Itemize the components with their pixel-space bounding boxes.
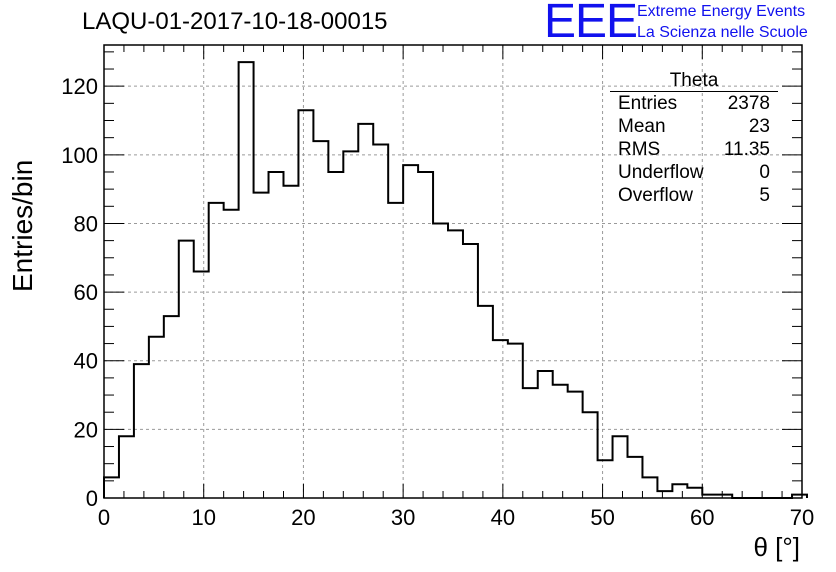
- y-tick-label: 120: [61, 74, 98, 99]
- y-tick-label: 100: [61, 143, 98, 168]
- chart-title: LAQU-01-2017-10-18-00015: [82, 8, 388, 35]
- axis-ticks: [103, 45, 803, 499]
- stats-value: 23: [748, 116, 770, 137]
- grid-lines: [104, 45, 802, 498]
- y-axis-label-wrap: Entries/bin: [4, 112, 44, 292]
- stats-value: 0: [759, 162, 770, 183]
- y-tick-label: 80: [74, 211, 98, 236]
- stats-title: Theta: [610, 70, 778, 92]
- stats-value: 2378: [727, 93, 770, 114]
- stats-value: 11.35: [723, 139, 770, 160]
- x-tick-label: 10: [191, 505, 215, 530]
- x-tick-label: 20: [291, 505, 315, 530]
- stats-row: Mean 23: [610, 115, 778, 138]
- brand-line-1: Extreme Energy Events: [637, 3, 806, 20]
- stats-row: Entries 2378: [610, 92, 778, 115]
- y-axis-label: Entries/bin: [7, 159, 38, 292]
- brand-line-2: La Scienza nelle Scuole: [637, 24, 808, 41]
- stats-label: Entries: [618, 93, 678, 114]
- stats-label: Overflow: [618, 185, 693, 206]
- y-tick-label: 0: [86, 486, 98, 511]
- stats-box: Theta Entries 2378 Mean 23 RMS 11.35 Und…: [610, 70, 778, 207]
- histogram-series: [103, 61, 808, 499]
- stats-row: Overflow 5: [610, 184, 778, 207]
- stats-row: RMS 11.35: [610, 138, 778, 161]
- y-tick-label: 20: [74, 417, 98, 442]
- y-tick-label: 60: [74, 280, 98, 305]
- x-tick-label: 50: [590, 505, 614, 530]
- x-tick-label: 0: [98, 505, 110, 530]
- x-tick-label: 30: [391, 505, 415, 530]
- stats-value: 5: [759, 185, 770, 206]
- eee-logo: EEE: [544, 0, 638, 48]
- stats-label: Mean: [618, 116, 666, 137]
- stats-label: Underflow: [618, 162, 704, 183]
- x-tick-label: 60: [690, 505, 714, 530]
- stats-label: RMS: [618, 139, 661, 160]
- stats-row: Underflow 0: [610, 161, 778, 184]
- x-axis-label: θ [°]: [753, 532, 800, 562]
- x-tick-label: 70: [790, 505, 814, 530]
- x-tick-label: 40: [491, 505, 515, 530]
- y-tick-label: 40: [74, 349, 98, 374]
- plot-frame: [103, 44, 803, 499]
